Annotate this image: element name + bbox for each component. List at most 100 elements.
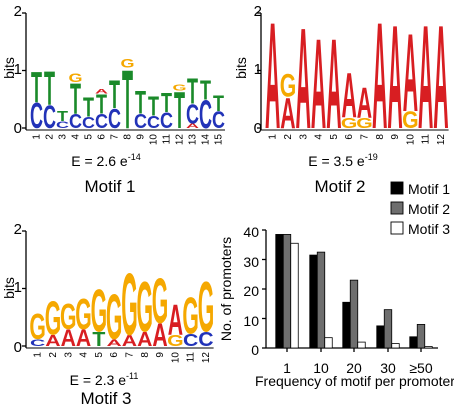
motif-1-ytick-2: 2 [14, 3, 22, 20]
logo-letter-T: T [148, 90, 159, 121]
motif-3-ytick-0: 0 [14, 339, 22, 356]
bar-xtick-20: 20 [346, 360, 362, 376]
legend-swatch-motif-2 [390, 201, 404, 215]
logo-letter-C: C [134, 111, 147, 133]
logo-letter-G: G [402, 107, 418, 133]
logo-letter-G: G [106, 283, 122, 354]
legend-swatch-motif-3 [390, 221, 404, 235]
logo-letter-G: G [280, 67, 296, 104]
logo-letter-C: C [147, 112, 160, 132]
bar-motif-3-1 [324, 337, 333, 349]
motif-1-evalue: E = 2.6 e-14 [71, 152, 140, 169]
bar-motif-1-4 [409, 336, 418, 349]
motif-2-position-label: 10 [405, 134, 416, 146]
motif-2-position-label: 7 [359, 134, 370, 140]
logo-letter-T: T [83, 92, 94, 123]
logo-letter-T: T [213, 92, 225, 116]
bar-motif-1-0 [275, 234, 284, 349]
motif-2-position-label: 11 [421, 134, 432, 145]
motif-1-position-label: 13 [188, 134, 199, 146]
motif-2-position-label: 9 [390, 134, 401, 140]
logo-letter-G: G [198, 268, 214, 348]
bar-ytick-10: 10 [243, 313, 259, 329]
motif-2-logo: bits 0 1 2 A1AG2A3A4A5GA6GA7A8A9GA10A11A… [233, 0, 449, 160]
legend-label-motif-1: Motif 1 [408, 181, 450, 197]
logo-letter-C: C [30, 96, 43, 136]
motif-1-position-label: 7 [110, 134, 121, 140]
bar-ytick-20: 20 [243, 283, 259, 299]
motif-1-position-label: 1 [32, 134, 43, 140]
logo-letter-A: A [95, 88, 108, 95]
bar-xtick-1: 1 [283, 360, 291, 376]
bar-motif-1-2 [342, 301, 351, 349]
logo-letter-A: A [372, 0, 387, 160]
bar-motif-2-0 [282, 234, 292, 349]
logo-letter-A: A [45, 332, 61, 350]
logo-letter-A: A [341, 61, 356, 132]
bar-motif-2-4 [416, 323, 426, 349]
motif-2-title: Motif 2 [314, 177, 365, 196]
logo-letter-G: G [341, 115, 357, 131]
motif-3-position-label: 2 [48, 352, 59, 358]
motif-3-position-label: 12 [201, 352, 212, 364]
logo-letter-A: A [186, 122, 199, 129]
bar-motif-3-0 [290, 242, 299, 349]
motif-3-position-label: 11 [186, 352, 197, 363]
motif-1-position-label: 11 [162, 134, 173, 145]
logo-letter-C: C [183, 331, 198, 351]
bar-motif-1-1 [309, 254, 318, 349]
bar-chart-x-label: Frequency of motif per promoter [255, 373, 454, 389]
logo-letter-T: T [92, 329, 105, 351]
logo-letter-G: G [68, 72, 82, 85]
logo-letter-C: C [30, 338, 45, 348]
logo-letter-G: G [121, 255, 137, 354]
motif-1-position-label: 6 [97, 134, 108, 140]
logo-letter-T: T [174, 83, 185, 140]
bar-xtick-50: ≥50 [409, 360, 432, 376]
logo-letter-A: A [280, 90, 295, 138]
logo-letter-G: G [167, 332, 184, 350]
bar-motif-2-2 [349, 279, 359, 349]
logo-letter-G: G [356, 115, 372, 131]
logo-letter-A: A [418, 0, 433, 160]
motif-1-y-label: bits [1, 57, 17, 79]
bar-ytick-40: 40 [243, 224, 259, 240]
bar-xtick-30: 30 [380, 360, 396, 376]
logo-letter-A: A [296, 0, 311, 159]
motif-3-position-label: 5 [94, 352, 105, 358]
motif-1-ytick-1: 1 [14, 61, 22, 78]
motif-1-position-label: 3 [58, 134, 69, 140]
logo-letter-C: C [43, 101, 56, 135]
motif-2-position-label: 4 [314, 134, 325, 140]
motif-1-position-label: 5 [84, 134, 95, 140]
motif-3-ytick-1: 1 [14, 279, 22, 296]
bar-xtick-10: 10 [313, 360, 329, 376]
logo-letter-G: G [137, 268, 153, 348]
logo-letter-T: T [187, 72, 198, 112]
motif-1-position-label: 15 [214, 134, 225, 146]
motif-3-position-label: 4 [79, 352, 90, 358]
logo-letter-A: A [76, 325, 91, 351]
motif-3-logo: bits 0 1 2 CG1AG2AG3AG4TG5AG6AG7AG8AG9GA… [1, 221, 214, 363]
logo-letter-C: C [82, 114, 95, 132]
logo-letter-C: C [56, 120, 70, 131]
bar-motif-3-4 [424, 346, 433, 349]
logo-letter-G: G [120, 57, 134, 70]
bar-motif-2-3 [383, 309, 393, 349]
logo-letter-A: A [433, 0, 448, 160]
motif-3-position-label: 10 [170, 352, 181, 364]
logo-letter-A: A [326, 14, 341, 156]
logo-letter-A: A [403, 11, 418, 136]
motif-2-y-label: bits [233, 57, 249, 79]
logo-letter-G: G [45, 291, 62, 345]
legend-label-motif-2: Motif 2 [408, 201, 450, 217]
logo-letter-G: G [91, 277, 107, 345]
logo-letter-G: G [29, 307, 45, 347]
motif-2-ytick-2: 2 [254, 3, 262, 20]
motif-3-position-label: 3 [63, 352, 74, 358]
logo-letter-C: C [95, 111, 108, 133]
motif-3-position-label: 6 [109, 352, 120, 358]
motif-1-position-label: 2 [45, 134, 56, 140]
